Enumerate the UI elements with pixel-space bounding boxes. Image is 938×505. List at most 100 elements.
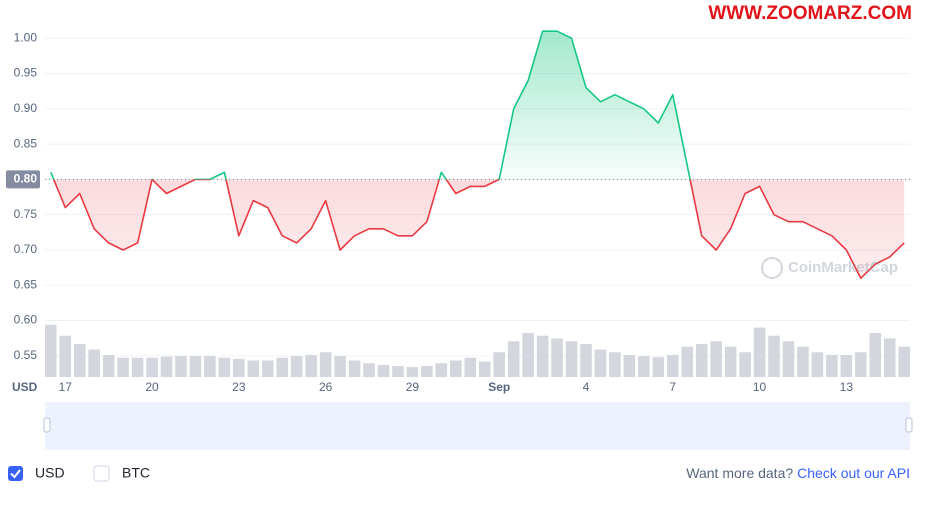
volume-bar <box>652 357 665 377</box>
volume-bar <box>247 360 260 377</box>
volume-bar <box>768 335 780 377</box>
volume-bar <box>594 349 607 377</box>
toggle-label[interactable]: USD <box>35 465 65 481</box>
volume-bar <box>45 324 57 377</box>
y-tick-label: 0.95 <box>14 66 38 80</box>
volume-bar <box>435 363 448 377</box>
volume-bar <box>493 352 505 377</box>
volume-bar <box>739 352 751 377</box>
volume-bar <box>666 355 679 377</box>
x-tick-label: 26 <box>319 380 333 394</box>
volume-bar <box>565 341 578 377</box>
currency-label: USD <box>12 380 38 394</box>
volume-bar <box>102 355 115 377</box>
watermark: WWW.ZOOMARZ.COM <box>708 3 912 24</box>
volume-bar <box>392 366 404 377</box>
y-tick-label: 0.55 <box>14 348 38 362</box>
volume-bar <box>117 357 129 377</box>
x-tick-label: Sep <box>488 380 510 394</box>
volume-bar <box>580 344 592 377</box>
x-tick-label: 20 <box>145 380 159 394</box>
volume-bar <box>522 333 534 377</box>
volume-bar <box>681 346 694 377</box>
volume-bar <box>883 338 896 377</box>
navigator <box>45 402 910 450</box>
area-fill <box>50 31 905 279</box>
volume-bar <box>131 357 144 377</box>
volume-bar <box>421 366 433 377</box>
api-link[interactable]: Check out our API <box>797 465 910 481</box>
volume-bar <box>377 364 390 377</box>
y-tick-label: 0.90 <box>14 101 38 115</box>
volume-bar <box>551 338 563 377</box>
toggle-btc[interactable]: BTC <box>93 465 150 482</box>
volume-bar <box>290 356 303 377</box>
x-tick-label: 17 <box>59 380 73 394</box>
y-tick-label: 0.70 <box>14 242 38 256</box>
y-tick-label: 1.00 <box>14 30 38 44</box>
volume-bar <box>204 356 216 377</box>
volume-bar <box>160 356 173 377</box>
volume-bar <box>334 356 346 377</box>
toggle-usd[interactable]: USD <box>8 465 65 481</box>
check-mark <box>10 469 21 479</box>
volume-bar <box>710 341 722 377</box>
volume-bar <box>623 355 636 377</box>
volume-bar <box>175 356 187 377</box>
volume-bar <box>753 327 766 377</box>
x-tick-label: 13 <box>840 380 854 394</box>
footer-text: Want more data? Check out our API <box>686 465 910 481</box>
toggle-label[interactable]: BTC <box>122 465 150 481</box>
volume-bar <box>869 333 882 377</box>
x-tick-label: 29 <box>406 380 420 394</box>
volume-bar <box>218 357 231 377</box>
volume-bar <box>638 356 650 377</box>
x-tick-label: 7 <box>669 380 676 394</box>
x-tick-label: 23 <box>232 380 246 394</box>
volume-bar <box>797 346 809 377</box>
volume-bar <box>305 355 317 377</box>
checkbox-unchecked[interactable] <box>93 465 110 482</box>
volume-bar <box>59 335 72 377</box>
volume-bar <box>464 357 477 377</box>
volume-bar <box>811 352 824 377</box>
footer-prompt: Want more data? <box>686 465 793 481</box>
volume-bar <box>840 355 853 377</box>
volume-bar <box>146 357 158 377</box>
checkbox-checked[interactable] <box>8 466 23 481</box>
brand-name: CoinMarketCap <box>788 259 898 276</box>
navigator-handle[interactable] <box>43 417 51 433</box>
volume-bar <box>261 360 274 377</box>
brand-logo <box>761 257 783 279</box>
y-tick-label: 0.85 <box>14 136 38 150</box>
volume-bar <box>276 357 289 377</box>
volume-bar <box>88 349 100 377</box>
volume-bar <box>855 352 867 377</box>
volume-bar <box>782 341 795 377</box>
navigator-handle[interactable] <box>905 417 913 433</box>
volume-bar <box>724 346 737 377</box>
volume-bar <box>233 358 245 377</box>
volume-bar <box>536 335 549 377</box>
y-tick-label: 0.75 <box>14 207 38 221</box>
volume-bar <box>898 346 910 377</box>
x-tick-label: 4 <box>583 380 590 394</box>
volume-bar <box>406 367 419 377</box>
volume-bar <box>363 363 375 377</box>
volume-bar <box>609 352 621 377</box>
volume-bar <box>478 361 491 377</box>
brand-watermark: CoinMarketCap <box>761 257 898 279</box>
baseline-label: 0.80 <box>14 172 38 186</box>
volume-bar <box>319 352 332 377</box>
y-tick-label: 0.60 <box>14 313 38 327</box>
volume-bar <box>189 356 202 377</box>
x-tick-label: 10 <box>753 380 767 394</box>
volume-bar <box>826 355 838 377</box>
baseline-label-box <box>6 170 40 189</box>
volume-bar <box>73 344 86 377</box>
volume-bar <box>348 360 361 377</box>
volume-bar <box>695 344 708 377</box>
volume-bar <box>450 360 462 377</box>
